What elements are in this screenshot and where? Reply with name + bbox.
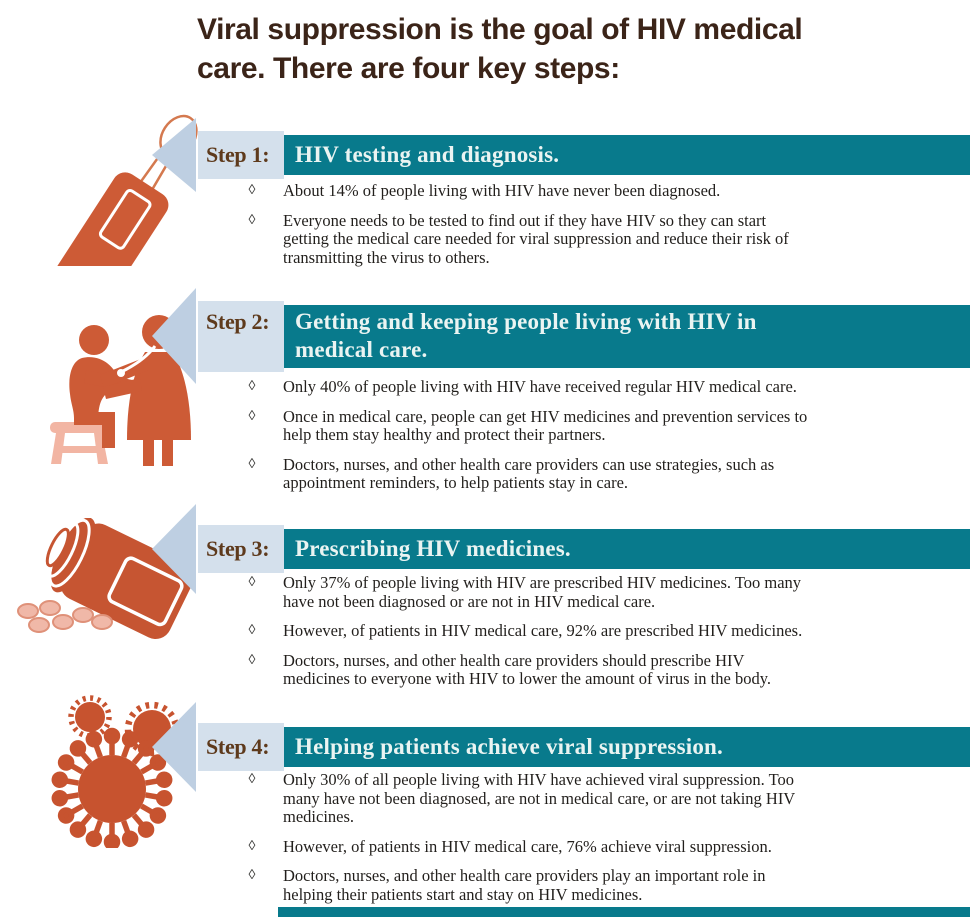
step-1-label-box: Step 1: bbox=[198, 131, 284, 179]
step-2-label-box: Step 2: bbox=[198, 300, 284, 372]
bullet-item: ◊ Only 40% of people living with HIV hav… bbox=[245, 377, 895, 397]
step-4-label: Step 4: bbox=[206, 734, 270, 759]
partial-teal-band-bottom bbox=[278, 907, 970, 917]
bullet-item: ◊ However, of patients in HIV medical ca… bbox=[245, 836, 895, 857]
diamond-bullet-icon: ◊ bbox=[248, 183, 256, 198]
step-2-label: Step 2: bbox=[206, 308, 270, 334]
diamond-bullet-icon: ◊ bbox=[248, 575, 256, 590]
diamond-bullet-icon: ◊ bbox=[248, 379, 256, 394]
bullet-text: Doctors, nurses, and other health care p… bbox=[283, 454, 775, 492]
diamond-bullet-icon: ◊ bbox=[248, 456, 256, 472]
step-1-label: Step 1: bbox=[206, 142, 270, 167]
bullet-item: ◊ Once in medical care, people can get H… bbox=[245, 406, 895, 445]
step-3-header: Step 3: Prescribing HIV medicines. bbox=[152, 504, 970, 594]
bullet-item: ◊ About 14% of people living with HIV ha… bbox=[245, 181, 895, 201]
arrow-left-icon bbox=[152, 288, 196, 384]
diamond-bullet-icon: ◊ bbox=[248, 212, 256, 228]
bullet-text: However, of patients in HIV medical care… bbox=[283, 621, 803, 640]
page-title: Viral suppression is the goal of HIV med… bbox=[197, 13, 803, 85]
step-4-band: Helping patients achieve viral suppressi… bbox=[284, 727, 970, 767]
bullet-text: Doctors, nurses, and other health care p… bbox=[283, 866, 766, 904]
step-1-title: HIV testing and diagnosis. bbox=[295, 142, 560, 167]
bullet-text: Only 37% of people living with HIV are p… bbox=[283, 573, 802, 611]
bullet-text: Everyone needs to be tested to find out … bbox=[283, 210, 789, 267]
step-3-label: Step 3: bbox=[206, 536, 270, 561]
step-2-band: Getting and keeping people living with H… bbox=[284, 304, 970, 368]
diamond-bullet-icon: ◊ bbox=[248, 868, 256, 883]
step-3-label-box: Step 3: bbox=[198, 525, 284, 573]
step-2-title: Getting and keeping people living with H… bbox=[295, 309, 757, 362]
step-3-title: Prescribing HIV medicines. bbox=[295, 536, 571, 561]
step-4-title: Helping patients achieve viral suppressi… bbox=[295, 734, 723, 759]
bullet-item: ◊ However, of patients in HIV medical ca… bbox=[245, 621, 895, 641]
bullet-item: ◊ Doctors, nurses, and other health care… bbox=[245, 454, 895, 493]
arrow-left-icon bbox=[152, 118, 196, 192]
bullet-text: However, of patients in HIV medical care… bbox=[283, 836, 772, 856]
step-3-band: Prescribing HIV medicines. bbox=[284, 529, 970, 569]
arrow-left-icon bbox=[152, 504, 196, 594]
diamond-bullet-icon: ◊ bbox=[248, 652, 256, 668]
diamond-bullet-icon: ◊ bbox=[248, 623, 256, 638]
step-3-bullets: ◊ Only 37% of people living with HIV are… bbox=[245, 573, 895, 700]
step-1-header: Step 1: HIV testing and diagnosis. bbox=[152, 118, 970, 192]
step-4-bullets: ◊ Only 30% of all people living with HIV… bbox=[245, 770, 895, 915]
bullet-item: ◊ Everyone needs to be tested to find ou… bbox=[245, 210, 895, 268]
bullet-text: Doctors, nurses, and other health care p… bbox=[283, 650, 772, 688]
bullet-item: ◊ Doctors, nurses, and other health care… bbox=[245, 650, 895, 689]
step-1-band: HIV testing and diagnosis. bbox=[284, 135, 970, 175]
step-4-header: Step 4: Helping patients achieve viral s… bbox=[152, 702, 970, 792]
arrow-left-icon bbox=[152, 702, 196, 792]
bullet-text: Once in medical care, people can get HIV… bbox=[283, 406, 808, 444]
step-2-bullets: ◊ Only 40% of people living with HIV hav… bbox=[245, 377, 895, 504]
step-2-header: Step 2: Getting and keeping people livin… bbox=[152, 288, 970, 384]
bullet-text: Only 30% of all people living with HIV h… bbox=[283, 770, 796, 826]
bullet-text: Only 40% of people living with HIV have … bbox=[283, 377, 797, 396]
step-4-label-box: Step 4: bbox=[198, 723, 284, 771]
diamond-bullet-icon: ◊ bbox=[248, 408, 256, 424]
diamond-bullet-icon: ◊ bbox=[248, 772, 256, 787]
step-1-bullets: ◊ About 14% of people living with HIV ha… bbox=[245, 181, 895, 278]
bullet-item: ◊ Only 37% of people living with HIV are… bbox=[245, 573, 895, 611]
diamond-bullet-icon: ◊ bbox=[248, 838, 256, 854]
bullet-text: About 14% of people living with HIV have… bbox=[283, 181, 721, 200]
bullet-item: ◊ Doctors, nurses, and other health care… bbox=[245, 866, 895, 904]
bullet-item: ◊ Only 30% of all people living with HIV… bbox=[245, 770, 895, 827]
